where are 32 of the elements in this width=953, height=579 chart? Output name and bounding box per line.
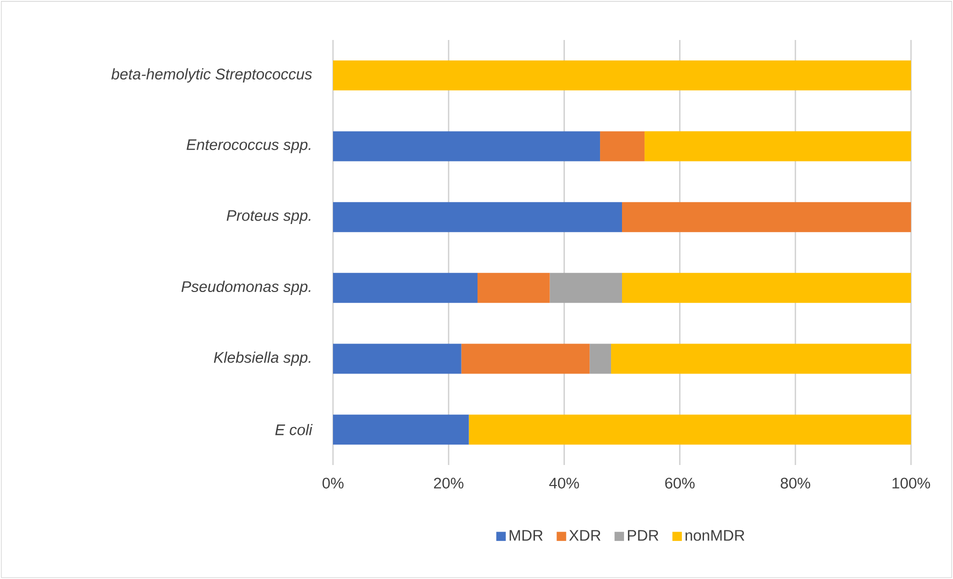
x-tick-label: 40% bbox=[549, 478, 579, 489]
bar bbox=[333, 272, 478, 303]
y-tick-label: Enterococcus spp. bbox=[186, 139, 310, 154]
bar bbox=[333, 202, 622, 232]
legend-label: MDR bbox=[510, 530, 543, 541]
bar bbox=[478, 272, 550, 303]
y-tick-label: Pseudomonas spp. bbox=[182, 280, 310, 296]
x-tick-label: 60% bbox=[665, 478, 695, 489]
y-tick-label: Proteus spp. bbox=[226, 210, 310, 224]
x-tick-label: 0% bbox=[322, 478, 344, 489]
bar bbox=[333, 60, 912, 90]
bar bbox=[622, 202, 912, 232]
x-tick-label: 80% bbox=[780, 478, 810, 489]
bar bbox=[333, 344, 462, 374]
legend-label: nonMDR bbox=[686, 530, 744, 541]
y-tick-label: beta-hemolytic Streptococcus bbox=[111, 68, 312, 83]
bar bbox=[461, 344, 590, 374]
bar bbox=[600, 131, 645, 162]
bar bbox=[333, 414, 469, 445]
legend-label: PDR bbox=[628, 530, 658, 541]
legend-label: XDR bbox=[569, 530, 600, 541]
x-tick-label: 20% bbox=[434, 478, 464, 489]
x-tick-label: 100% bbox=[892, 478, 930, 489]
bar bbox=[550, 272, 622, 303]
bar bbox=[611, 344, 912, 374]
bar bbox=[590, 344, 612, 374]
y-tick-label: Klebsiella spp. bbox=[214, 352, 310, 366]
bar bbox=[644, 131, 912, 162]
bar bbox=[333, 131, 600, 162]
bar bbox=[622, 272, 912, 303]
y-tick-label: E coli bbox=[275, 424, 313, 436]
bar bbox=[468, 414, 912, 445]
